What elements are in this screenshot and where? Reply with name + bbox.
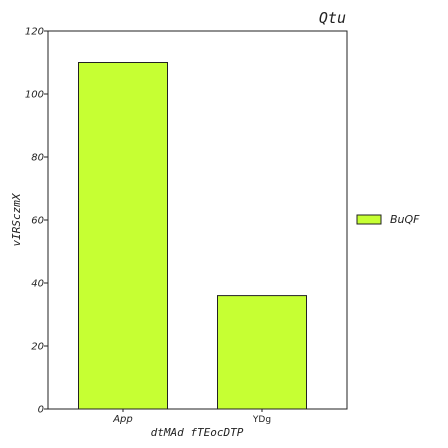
- y-tick-label: 60: [31, 216, 44, 227]
- bar-ydg: [217, 295, 307, 410]
- legend-label: BuQF: [390, 213, 420, 226]
- bar-app: [78, 62, 168, 410]
- y-tick-label: 20: [31, 342, 44, 353]
- y-tick-label: 120: [25, 27, 44, 38]
- y-tick-label: 0: [38, 405, 44, 416]
- x-axis-label: dtMAd fTEocDTP: [151, 426, 244, 439]
- x-tick-label: YDg: [252, 415, 271, 425]
- x-tick-label: App: [112, 414, 133, 425]
- plot-area-frame: [47, 30, 348, 410]
- y-tick-label: 80: [31, 153, 44, 164]
- chart-title: Qtu: [319, 9, 346, 27]
- legend: BuQF: [356, 213, 420, 226]
- x-axis-ticks: App YDg: [112, 409, 271, 425]
- y-tick-label: 100: [25, 90, 44, 101]
- y-tick-label: 40: [31, 279, 44, 290]
- legend-swatch: [356, 214, 382, 225]
- y-axis-ticks: 0 20 40 60 80 100 120: [25, 27, 48, 416]
- y-axis-label: vIRSczmX: [10, 192, 23, 246]
- bars: [78, 62, 307, 410]
